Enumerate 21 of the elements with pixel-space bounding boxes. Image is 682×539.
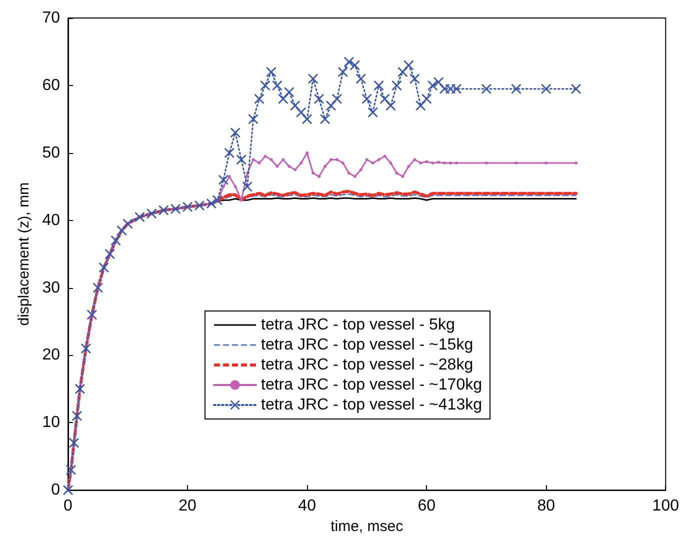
x-tick-label: 20 [178, 498, 197, 515]
y-axis-title: displacement (z), mm [15, 182, 32, 326]
y-tick-label: 30 [42, 279, 60, 296]
y-tick-label: 40 [42, 212, 60, 229]
x-tick-label: 80 [537, 498, 556, 515]
y-tick-label: 50 [42, 144, 60, 162]
y-tick-label: 60 [42, 76, 60, 94]
legend-label: tetra JRC - top vessel - ~28kg [261, 356, 474, 374]
x-axis-title: time, msec [330, 518, 404, 535]
legend-label: tetra JRC - top vessel - 5kg [261, 316, 455, 334]
x-tick-label: 0 [64, 498, 73, 515]
x-tick-label: 40 [298, 498, 316, 515]
legend-label: tetra JRC - top vessel - ~15kg [261, 336, 474, 354]
y-tick-label: 10 [42, 414, 60, 432]
x-tick-label: 60 [418, 498, 436, 515]
y-tick-label: 0 [51, 482, 60, 499]
y-tick-label: 70 [42, 10, 60, 26]
legend-label: tetra JRC - top vessel - ~170kg [261, 376, 482, 394]
x-tick-label: 100 [652, 498, 680, 515]
legend-label: tetra JRC - top vessel - ~413kg [261, 396, 482, 414]
y-tick-label: 20 [42, 346, 60, 364]
